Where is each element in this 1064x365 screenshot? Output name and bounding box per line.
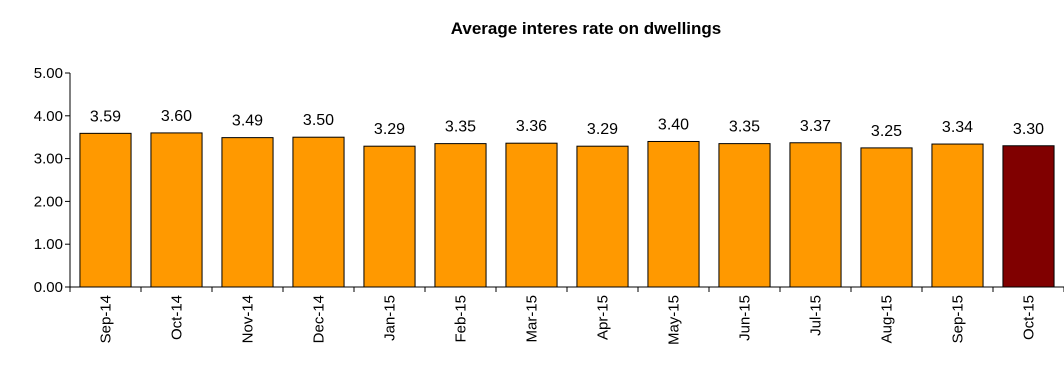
bar — [292, 136, 345, 288]
x-tick-label: Oct-14 — [169, 295, 186, 340]
data-label: 3.29 — [587, 121, 618, 138]
x-tick-label: Feb-15 — [453, 295, 470, 343]
bars — [79, 132, 1055, 288]
y-tick-label: 1.00 — [34, 236, 63, 253]
data-label: 3.35 — [445, 119, 476, 136]
data-label: 3.36 — [516, 118, 547, 135]
y-tick-label: 5.00 — [34, 65, 63, 82]
data-label: 3.59 — [90, 108, 121, 125]
bar — [505, 142, 558, 288]
bar — [576, 145, 629, 288]
data-label: 3.35 — [729, 119, 760, 136]
data-label: 3.34 — [942, 119, 973, 136]
data-label: 3.37 — [800, 118, 831, 135]
bar — [860, 147, 913, 288]
x-tick-label: Dec-14 — [311, 295, 328, 343]
bar — [434, 143, 487, 288]
bar — [718, 143, 771, 288]
chart-title: Average interes rate on dwellings — [451, 19, 722, 38]
x-tick-label: Oct-15 — [1021, 295, 1038, 340]
data-label: 3.49 — [232, 113, 263, 130]
x-tick-label: Sep-15 — [950, 295, 967, 343]
bar — [789, 142, 842, 288]
x-tick-label: Nov-14 — [240, 295, 257, 343]
x-tick-label: Mar-15 — [524, 295, 541, 343]
x-tick-label: Jan-15 — [382, 295, 399, 341]
bar — [931, 143, 984, 288]
data-label: 3.60 — [161, 108, 192, 125]
y-axis: 0.00 1.00 2.00 3.00 4.00 5.00 — [34, 65, 71, 296]
x-tick-label: Apr-15 — [595, 295, 612, 340]
x-tick-label: Jul-15 — [808, 295, 825, 336]
y-tick-label: 2.00 — [34, 193, 63, 210]
bar — [221, 137, 274, 288]
x-tick-label: Jun-15 — [737, 295, 754, 341]
data-labels: 3.59 3.60 3.49 3.50 3.29 3.35 3.36 3.29 3.40 3.35… — [90, 108, 1044, 140]
data-label: 3.50 — [303, 112, 334, 129]
x-tick-label: May-15 — [666, 295, 683, 345]
data-label: 3.30 — [1013, 121, 1044, 138]
bar — [150, 132, 203, 288]
data-label: 3.29 — [374, 121, 405, 138]
data-label: 3.25 — [871, 123, 902, 140]
y-tick-label: 4.00 — [34, 108, 63, 125]
data-label: 3.40 — [658, 116, 689, 133]
y-tick-label: 0.00 — [34, 279, 63, 296]
y-tick-label: 3.00 — [34, 151, 63, 168]
x-tick-label: Sep-14 — [98, 295, 115, 343]
bar — [647, 140, 700, 288]
x-axis: Sep-14 Oct-14 Nov-14 Dec-14 Jan-15 Feb-15 Mar-… — [69, 286, 1064, 345]
x-tick-label: Aug-15 — [879, 295, 896, 343]
bar — [1002, 145, 1055, 288]
bar — [79, 132, 132, 288]
bar — [363, 145, 416, 288]
